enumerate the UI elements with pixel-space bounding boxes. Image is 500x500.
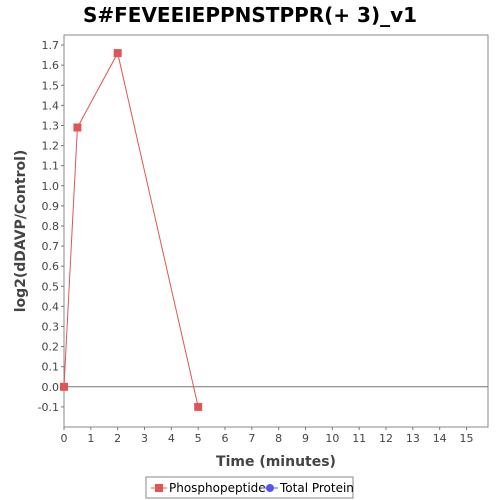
y-tick-label: 0.5	[42, 280, 60, 293]
legend: Phosphopeptide Total Protein	[145, 476, 354, 499]
legend-marker-phosphopeptide	[155, 484, 163, 492]
y-axis-label: log2(dDAVP/Control)	[13, 150, 29, 313]
x-tick-label: 2	[114, 432, 121, 445]
y-tick-label: 0.0	[42, 381, 60, 394]
y-tick-label: 0.8	[42, 220, 60, 233]
x-tick-label: 10	[325, 432, 339, 445]
legend-label-phosphopeptide: Phosphopeptide	[169, 481, 266, 495]
x-tick-label: 14	[433, 432, 447, 445]
y-tick-label: 1.1	[42, 160, 60, 173]
x-tick-label: 5	[195, 432, 202, 445]
y-axis: -0.1 0.0 0.1 0.2 0.3 0.4 0.5 0.6 0.7 0.8 0.9 1.0 1.1…	[38, 39, 64, 414]
x-axis: 0 1 2 3 4 5 6 7 8 9 10 11 12 13 14 15	[61, 427, 474, 445]
x-tick-label: 0	[61, 432, 68, 445]
data-point-phosphopeptide	[73, 123, 82, 132]
y-tick-label: 0.6	[42, 260, 60, 273]
x-axis-label: Time (minutes)	[216, 454, 336, 470]
legend-entry-total-protein: Total Protein	[262, 481, 354, 495]
data-point-phosphopeptide	[194, 402, 203, 411]
y-tick-label: 0.4	[42, 300, 60, 313]
x-tick-label: 11	[352, 432, 366, 445]
y-tick-label: 0.2	[42, 341, 60, 354]
x-tick-label: 3	[141, 432, 148, 445]
y-tick-label: 1.4	[42, 99, 60, 112]
data-point-phosphopeptide	[113, 49, 122, 58]
x-tick-label: 12	[379, 432, 393, 445]
x-tick-label: 8	[275, 432, 282, 445]
plot-area	[63, 34, 489, 428]
chart-title: S#FEVEEIEPPNSTPPR(+ 3)_v1	[83, 3, 417, 27]
x-tick-label: 9	[302, 432, 309, 445]
y-tick-label: 1.7	[42, 39, 60, 52]
y-tick-label: 1.5	[42, 79, 60, 92]
x-tick-label: 6	[222, 432, 229, 445]
y-tick-label: 1.6	[42, 59, 60, 72]
y-tick-label: 1.3	[42, 119, 60, 132]
legend-box	[145, 476, 354, 499]
y-tick-label: 0.9	[42, 200, 60, 213]
y-tick-label: -0.1	[38, 401, 59, 414]
legend-entry-phosphopeptide: Phosphopeptide	[151, 481, 266, 495]
x-tick-label: 15	[460, 432, 474, 445]
x-tick-label: 13	[406, 432, 420, 445]
y-tick-label: 0.3	[42, 320, 60, 333]
x-tick-label: 1	[87, 432, 94, 445]
data-point-phosphopeptide	[60, 382, 68, 391]
series-layer	[60, 49, 203, 411]
x-tick-label: 7	[248, 432, 255, 445]
y-tick-label: 0.1	[42, 361, 60, 374]
y-tick-label: 1.2	[42, 140, 60, 153]
x-tick-label: 4	[168, 432, 175, 445]
y-tick-label: 0.7	[42, 240, 60, 253]
legend-label-total-protein: Total Protein	[279, 481, 354, 495]
legend-marker-total-protein	[266, 484, 274, 492]
series-line-phosphopeptide	[63, 51, 199, 408]
y-tick-label: 1.0	[42, 180, 60, 193]
